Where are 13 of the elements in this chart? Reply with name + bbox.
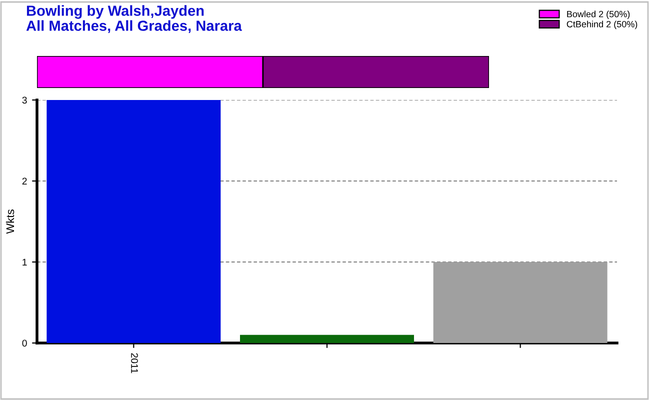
legend-label: Bowled 2 (50%) (567, 10, 630, 20)
bar (240, 334, 414, 343)
y-tick-label: 0 (22, 340, 27, 347)
bar (46, 100, 221, 343)
y-tick-label: 2 (22, 178, 27, 185)
chart-subtitle: All Matches, All Grades, Narara (26, 20, 242, 34)
legend-label: CtBehind 2 (50%) (566, 20, 638, 30)
bar (433, 262, 608, 343)
y-tick-label: 3 (22, 96, 27, 104)
x-tick-label: 2011 (131, 353, 138, 374)
y-tick-label: 1 (22, 258, 27, 266)
chart-title: Bowling by Walsh,Jayden (26, 5, 204, 19)
y-axis-title: Wkts (6, 210, 14, 234)
